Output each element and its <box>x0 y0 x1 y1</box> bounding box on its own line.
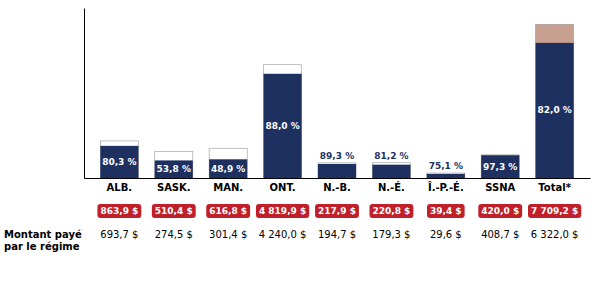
x-tick: ONT. <box>270 178 296 193</box>
total-label: 420,0 $ <box>481 206 519 216</box>
row-label: Montant payépar le régime <box>4 229 82 252</box>
share-label: 97,3 % <box>483 162 517 172</box>
total-bar <box>264 65 302 178</box>
total-label: 616,8 $ <box>209 206 247 216</box>
tag-box <box>478 204 522 218</box>
share-label: 88,0 % <box>265 121 299 131</box>
regime-label: 274,5 $ <box>155 229 193 240</box>
x-tick: MAN. <box>213 178 243 193</box>
total-bar <box>481 155 519 178</box>
share-label: 53,8 % <box>157 164 191 174</box>
regime-label: 4 240,0 $ <box>259 229 307 240</box>
tag-box <box>256 204 309 218</box>
total-label: 220,8 $ <box>372 206 410 216</box>
x-tick: SASK. <box>157 178 191 193</box>
regime-label: 301,4 $ <box>209 229 247 240</box>
x-tick: N.-É. <box>378 178 405 193</box>
regime-label: 179,3 $ <box>372 229 410 240</box>
tag-box <box>152 204 196 218</box>
total-bar <box>318 163 356 178</box>
total-bar <box>427 173 465 178</box>
share-label: 75,1 % <box>429 161 463 171</box>
tag-box <box>528 204 581 218</box>
tag-box <box>206 204 250 218</box>
tag: 220,8 $ <box>369 204 413 218</box>
data-labels: 80,3 % 53,8 % 48,9 % 88,0 % 89,3 % 81,2 % 75,1… <box>102 105 572 174</box>
x-tick: Î.-P.-É. <box>428 178 464 193</box>
regime-bar <box>372 165 410 178</box>
total-label: 7 709,2 $ <box>531 206 578 216</box>
x-axis: ALB. SASK. MAN. ONT. N.-B. N.-É. Î.-P.-É. SSNA T… <box>85 178 591 193</box>
x-tick-label: N.-B. <box>323 182 351 193</box>
regime-labels: 693,7 $ 274,5 $ 301,4 $ 4 240,0 $ 194,7 $ 179… <box>100 229 578 240</box>
total-bar <box>372 163 410 178</box>
bars <box>100 24 573 178</box>
share-label: 80,3 % <box>102 157 136 167</box>
regime-label: 29,6 $ <box>430 229 462 240</box>
regime-label: 693,7 $ <box>100 229 138 240</box>
total-bar <box>100 141 138 178</box>
share-label: 81,2 % <box>374 151 408 161</box>
total-bar <box>536 24 574 178</box>
tag-box <box>427 204 465 218</box>
total-label: 4 819,9 $ <box>259 206 306 216</box>
share-label: 89,3 % <box>320 151 354 161</box>
tag: 39,4 $ <box>427 204 465 218</box>
x-tick-label: Total* <box>538 182 571 193</box>
total-label: 510,4 $ <box>155 206 193 216</box>
total-label: 39,4 $ <box>430 206 462 216</box>
tag: 863,9 $ <box>97 204 141 218</box>
tag: 510,4 $ <box>152 204 196 218</box>
regime-bar <box>100 146 138 178</box>
x-tick-label: ONT. <box>270 182 296 193</box>
total-bar <box>209 148 247 178</box>
tag-box <box>369 204 413 218</box>
x-tick-label: MAN. <box>213 182 243 193</box>
tag: 420,0 $ <box>478 204 522 218</box>
tag: 616,8 $ <box>206 204 250 218</box>
regime-bar <box>536 43 574 178</box>
total-label: 217,9 $ <box>318 206 356 216</box>
x-tick: ALB. <box>107 178 133 193</box>
total-label: 863,9 $ <box>100 206 138 216</box>
x-tick: Total* <box>538 178 571 193</box>
regime-label: 6 322,0 $ <box>531 229 579 240</box>
total-bar <box>155 152 193 178</box>
x-tick-label: SASK. <box>157 182 191 193</box>
regime-bar <box>209 159 247 178</box>
regime-bar <box>427 174 465 178</box>
regime-bar <box>264 74 302 178</box>
x-tick-label: Î.-P.-É. <box>428 181 464 193</box>
regime-bar <box>481 155 519 178</box>
x-axis-line <box>85 178 591 179</box>
x-tick-label: ALB. <box>107 182 133 193</box>
tag: 4 819,9 $ <box>256 204 309 218</box>
share-label: 48,9 % <box>211 164 245 174</box>
y-axis-line <box>84 9 85 179</box>
share-label: 82,0 % <box>537 105 571 115</box>
tag-box <box>315 204 359 218</box>
tag: 7 709,2 $ <box>528 204 581 218</box>
x-tick: SSNA <box>485 178 515 193</box>
regime-bar <box>318 164 356 178</box>
tag: 217,9 $ <box>315 204 359 218</box>
y-axis <box>84 9 85 179</box>
tag-box <box>97 204 141 218</box>
x-tick-label: N.-É. <box>378 181 405 193</box>
regime-label: 408,7 $ <box>481 229 519 240</box>
regime-label: 194,7 $ <box>318 229 356 240</box>
regime-bar <box>155 160 193 178</box>
chart: ALB. SASK. MAN. ONT. N.-B. N.-É. Î.-P.-É. SSNA T… <box>0 0 600 283</box>
total-labels: 863,9 $ 510,4 $ 616,8 $ 4 819,9 $ 217,9 $ 220… <box>97 204 581 218</box>
x-tick-label: SSNA <box>485 182 515 193</box>
x-tick: N.-B. <box>323 178 351 193</box>
